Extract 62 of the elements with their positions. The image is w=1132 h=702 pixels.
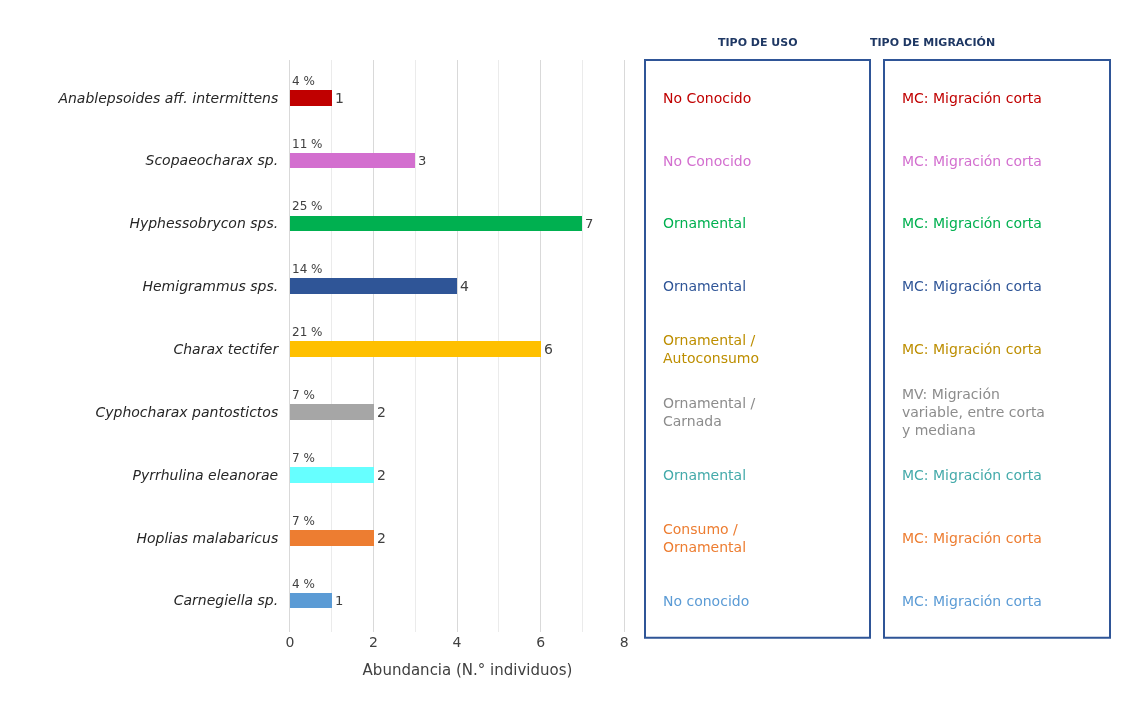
data-label: 4: [460, 278, 469, 294]
annotation: 11 %: [292, 137, 323, 151]
x-axis-title: Abundancia (N.° individuos): [362, 661, 573, 679]
y-tick-label: Anablepsoides aff. intermittens: [57, 89, 279, 106]
data-label: 1: [335, 90, 344, 106]
x-tick-label: 4: [452, 634, 462, 650]
data-label: 2: [377, 530, 386, 546]
text: Ornamental: [663, 278, 747, 294]
annotation: 7 %: [292, 388, 315, 402]
text: MV: Migración variable, entre corta y mediana: [902, 386, 1045, 439]
x-tick-label: 6: [536, 634, 546, 650]
annotation: 4 %: [292, 74, 315, 88]
text: MC: Migración corta: [902, 467, 1042, 483]
x-tick-label: 0: [285, 634, 295, 650]
text: Ornamental / Carnada: [663, 395, 756, 430]
y-tick-label: Hemigrammus sps.: [142, 278, 279, 295]
bar: [290, 216, 582, 231]
text: Ornamental: [663, 467, 747, 483]
y-tick-label: Pyrrhulina eleanorae: [132, 466, 279, 483]
bar: [290, 90, 332, 106]
text: TIPO DE USO: [718, 36, 798, 49]
data-label: 6: [544, 341, 553, 357]
text: MC: Migración corta: [902, 215, 1042, 231]
data-label: 7: [585, 216, 594, 232]
bar: [290, 467, 374, 483]
y-tick-label: Hyphessobrycon sps.: [129, 215, 279, 232]
text: Ornamental: [663, 215, 747, 231]
bar: [290, 593, 332, 608]
annotation: 7 %: [292, 451, 315, 465]
bar: [290, 278, 457, 294]
annotation: 21 %: [292, 325, 323, 339]
data-label: 1: [335, 593, 344, 609]
y-tick-label: Hoplias malabaricus: [136, 529, 279, 546]
data-label: 2: [377, 467, 386, 483]
text: No Conocido: [663, 90, 752, 106]
text: MC: Migración corta: [902, 90, 1042, 106]
text: TIPO DE MIGRACIÓN: [870, 36, 996, 49]
bar: [290, 341, 541, 357]
x-tick-label: 2: [369, 634, 378, 650]
bar: [290, 530, 374, 546]
text: MC: Migración corta: [902, 341, 1042, 357]
text: MC: Migración corta: [902, 278, 1042, 294]
y-tick-label: Charax tectifer: [173, 341, 280, 358]
data-label: 3: [418, 153, 427, 169]
annotation: 7 %: [292, 514, 315, 528]
text: Consumo / Ornamental: [663, 521, 747, 556]
data-label: 2: [377, 404, 386, 420]
annotation: 25 %: [292, 199, 323, 213]
annotation: 4 %: [292, 577, 315, 591]
text: MC: Migración corta: [902, 530, 1042, 546]
x-tick-label: 8: [619, 634, 629, 650]
annotation: 14 %: [292, 262, 323, 276]
y-tick-label: Carnegiella sp.: [173, 592, 279, 609]
text: MC: Migración corta: [902, 153, 1042, 169]
y-tick-label: Scopaeocharax sp.: [145, 152, 279, 169]
text: No Conocido: [663, 153, 752, 169]
text: MC: Migración corta: [902, 593, 1042, 609]
y-tick-label: Cyphocharax pantostictos: [95, 403, 279, 420]
text: Ornamental / Autoconsumo: [663, 332, 760, 367]
text: No conocido: [663, 593, 750, 609]
bar: [290, 404, 374, 420]
bar: [290, 153, 415, 168]
